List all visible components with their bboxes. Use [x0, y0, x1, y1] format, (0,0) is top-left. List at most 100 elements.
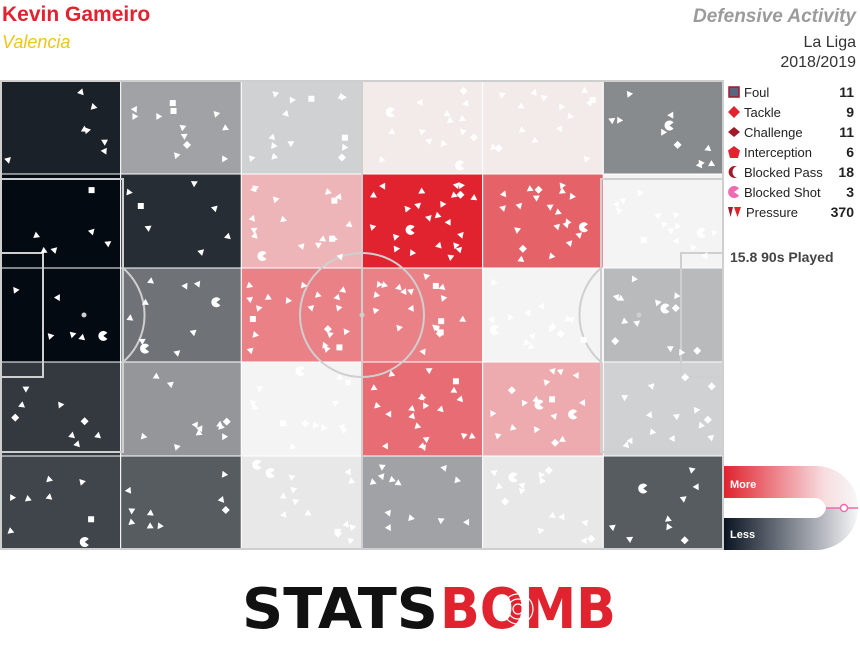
foul-marker — [432, 282, 439, 289]
pressure-marker — [197, 249, 205, 256]
pressure-marker — [559, 103, 566, 111]
pressure-marker — [523, 338, 531, 346]
pressure-marker — [381, 281, 388, 288]
pressure-marker — [221, 470, 229, 478]
tackle-marker — [611, 337, 620, 346]
pressure-marker — [440, 465, 447, 472]
foul-marker — [580, 336, 587, 343]
pressure-marker — [335, 193, 342, 201]
pressure-marker — [425, 215, 432, 222]
pressure-marker — [616, 207, 623, 215]
pressure-marker — [621, 317, 629, 324]
pressure-marker — [189, 329, 197, 337]
pressure-marker — [138, 338, 146, 345]
pressure-marker — [289, 96, 296, 104]
pressure-marker — [407, 288, 414, 296]
pressure-marker — [518, 126, 526, 133]
pressure-marker — [349, 524, 357, 532]
pressure-marker — [711, 229, 718, 237]
pressure-marker — [419, 128, 426, 136]
pressure-marker — [437, 405, 444, 413]
tackle-marker — [222, 417, 231, 426]
pressure-marker — [379, 156, 386, 163]
legend-item-challenge: Challenge 11 — [728, 123, 856, 143]
pressure-marker — [707, 434, 715, 442]
pressure-marker — [345, 379, 352, 386]
pressure-marker — [498, 92, 506, 99]
pressure-marker — [423, 273, 431, 281]
pressure-marker — [679, 496, 687, 503]
pitch-heatmap — [0, 80, 724, 550]
pressure-marker — [325, 188, 332, 195]
blocked-pass-marker — [696, 227, 706, 238]
legend-count: 11 — [839, 124, 854, 140]
pressure-marker — [157, 522, 164, 530]
pressure-marker — [146, 509, 154, 516]
pressure-marker — [490, 143, 497, 150]
pressure-marker — [416, 99, 423, 107]
pressure-marker — [256, 305, 263, 312]
pressure-marker — [437, 518, 445, 525]
pressure-marker — [271, 152, 279, 160]
blocked-pass-marker — [490, 324, 500, 335]
legend-count: 11 — [839, 84, 854, 100]
pressure-marker — [10, 494, 17, 501]
pressure-marker — [378, 464, 386, 471]
pressure-marker — [649, 428, 657, 436]
pressure-marker — [126, 188, 133, 196]
pressure-marker — [87, 228, 95, 236]
foul-marker — [88, 187, 95, 194]
pressure-marker — [514, 227, 521, 234]
blocked-pass-marker — [140, 343, 150, 354]
pressure-marker — [564, 315, 572, 322]
pressure-marker — [559, 187, 566, 194]
pressure-marker — [556, 125, 563, 133]
pressure-marker — [434, 211, 442, 219]
pressure-marker — [546, 204, 554, 211]
pressure-marker — [272, 91, 280, 98]
foul-marker — [279, 420, 286, 427]
legend-count: 18 — [838, 164, 854, 180]
pressure-marker — [444, 218, 451, 226]
blocked-pass-marker — [508, 472, 518, 483]
heatmap-zone — [361, 455, 484, 550]
foul-marker — [438, 318, 445, 325]
pressure-marker — [174, 444, 181, 451]
pressure-marker — [319, 235, 327, 242]
color-scale: More Less — [724, 466, 858, 550]
pressure-marker — [336, 373, 344, 380]
pressure-marker — [395, 283, 402, 291]
pressure-marker — [58, 401, 65, 409]
pressure-marker — [409, 249, 417, 257]
pressure-marker — [528, 333, 536, 340]
pressure-marker — [251, 403, 259, 410]
pressure-marker — [440, 139, 448, 147]
foul-marker — [249, 316, 256, 323]
pressure-marker — [414, 422, 422, 429]
pressure-marker — [323, 346, 331, 353]
pressure-marker — [612, 294, 620, 301]
pressure-marker — [672, 237, 679, 245]
left-penalty-spot — [81, 312, 87, 318]
pressure-marker — [246, 281, 254, 288]
blocked-pass-marker — [257, 250, 267, 261]
pressure-marker — [40, 246, 48, 254]
blocked-pass-marker — [295, 366, 305, 377]
pressure-marker — [408, 404, 415, 412]
heatmap-zone — [482, 173, 604, 269]
pressure-marker — [626, 437, 633, 445]
pressure-marker — [509, 424, 517, 431]
pressure-marker — [307, 305, 315, 312]
pressure-marker — [491, 278, 498, 286]
centre-circle — [299, 252, 425, 378]
pressure-marker — [524, 309, 531, 317]
pressure-marker — [33, 231, 40, 238]
pressure-marker — [704, 144, 712, 152]
tackle-marker — [80, 417, 89, 426]
pressure-marker — [637, 189, 644, 197]
tackle-marker — [681, 373, 690, 382]
pressure-marker — [124, 486, 132, 494]
pressure-marker — [458, 182, 465, 190]
pressure-marker — [554, 208, 562, 215]
pressure-marker — [490, 410, 497, 417]
